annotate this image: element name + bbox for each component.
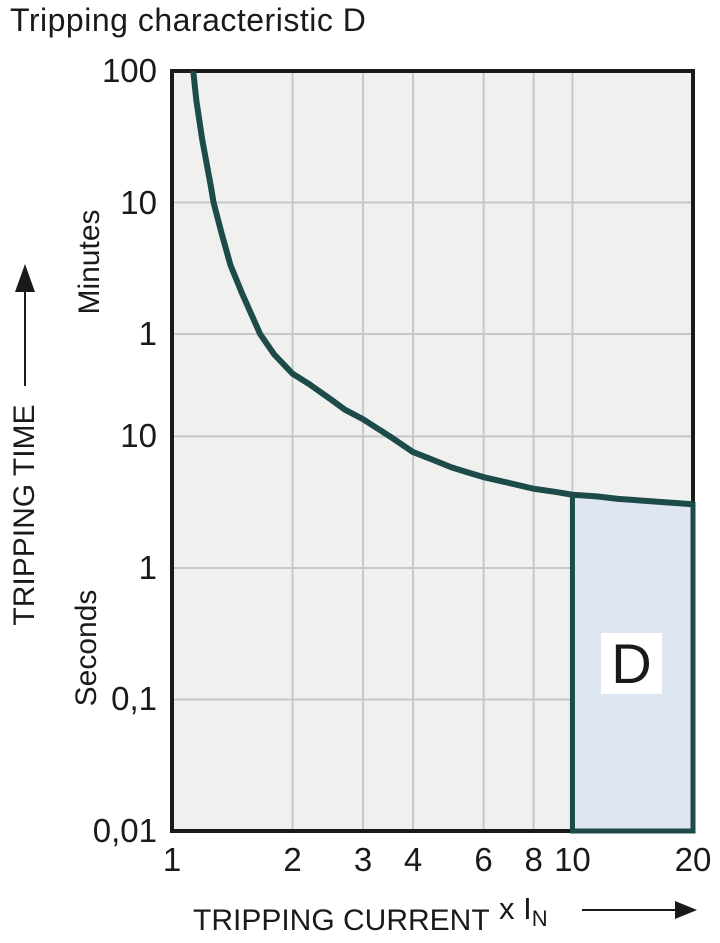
tripping-curve bbox=[190, 70, 694, 508]
y-axis-tick-label: 10 bbox=[120, 417, 157, 455]
plot-frame bbox=[170, 69, 695, 833]
x-axis-tick-label: 2 bbox=[283, 841, 302, 878]
x-axis-tick-label: 1 bbox=[162, 841, 182, 878]
y-axis-tick-label: 10 bbox=[120, 183, 157, 221]
region-label-box: D bbox=[601, 632, 662, 695]
y-axis-tick-label: 100 bbox=[101, 52, 157, 89]
arrow-up-icon bbox=[15, 264, 35, 292]
region-label: D bbox=[611, 632, 652, 695]
x-axis-tick-label: 4 bbox=[403, 841, 423, 878]
y-axis-tick-label: 0,1 bbox=[111, 680, 157, 718]
x-axis-tick-label: 3 bbox=[353, 841, 373, 878]
x-axis-tick-label: 8 bbox=[524, 841, 543, 878]
y-axis-tick-label: 1 bbox=[138, 315, 157, 353]
x-axis-title: TRIPPING CURRENT bbox=[193, 904, 490, 937]
y-axis-tick-label: 0,01 bbox=[92, 812, 157, 849]
page-title: Tripping characteristic D bbox=[10, 2, 367, 38]
y-axis-tick-label: 1 bbox=[138, 548, 157, 586]
x-axis-unit: x IN bbox=[499, 891, 548, 932]
x-axis-tick-label: 6 bbox=[474, 841, 493, 878]
x-axis-unit-text: x I bbox=[499, 891, 532, 926]
arrow-right-icon bbox=[675, 901, 697, 919]
x-axis-tick-label: 10 bbox=[554, 841, 591, 878]
y-axis-title: TRIPPING TIME bbox=[8, 404, 41, 626]
x-axis-tick-label: 20 bbox=[674, 841, 712, 878]
x-axis-unit-subscript: N bbox=[531, 906, 548, 932]
